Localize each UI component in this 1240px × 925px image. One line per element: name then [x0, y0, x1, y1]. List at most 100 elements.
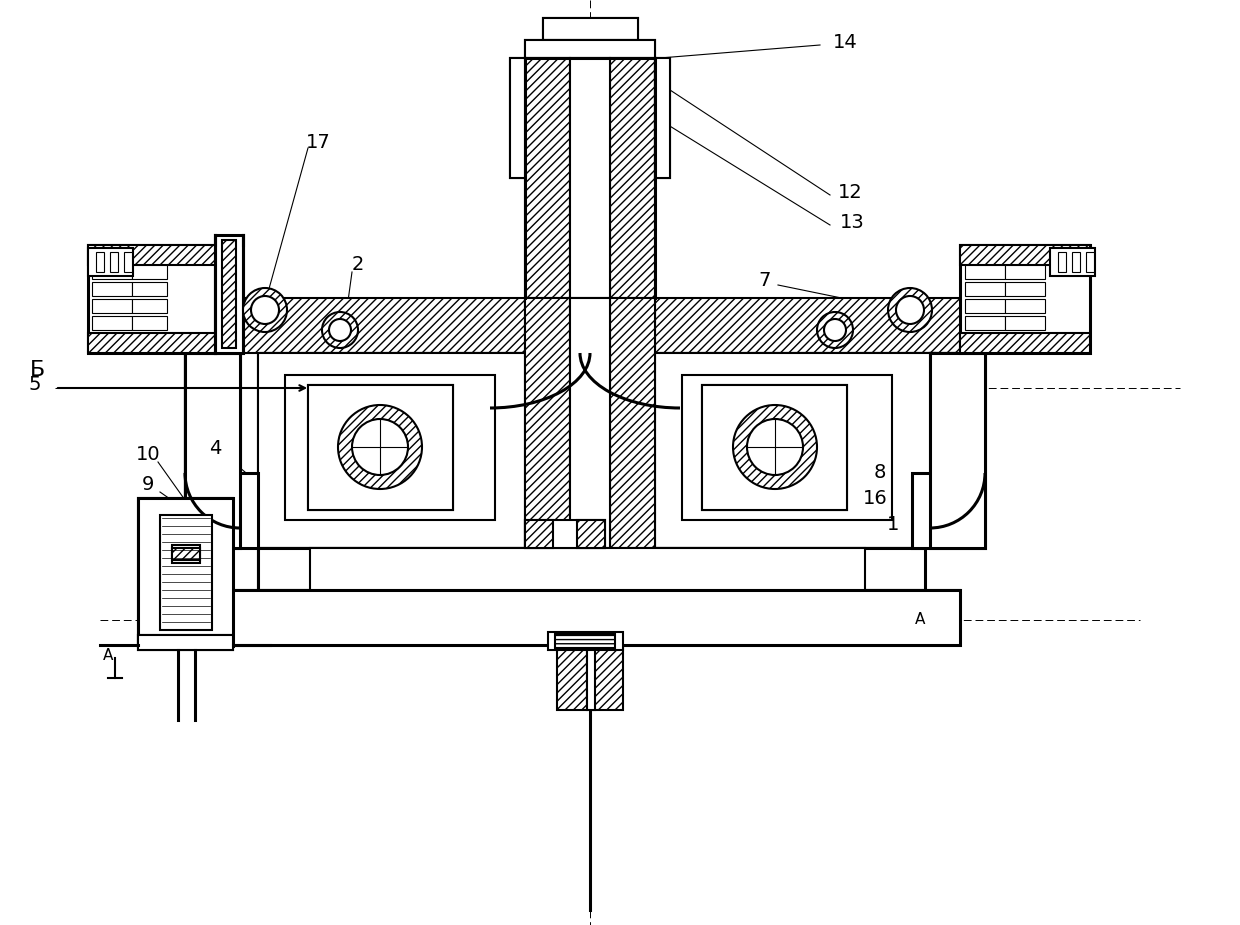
Bar: [543, 18, 639, 40]
Text: 17: 17: [305, 132, 330, 152]
Bar: [655, 353, 935, 548]
Bar: [510, 58, 525, 178]
Text: 8: 8: [874, 462, 887, 482]
Bar: [88, 333, 215, 353]
Bar: [965, 316, 1004, 330]
Bar: [556, 634, 615, 648]
Bar: [88, 245, 215, 353]
Bar: [960, 245, 1090, 353]
Bar: [525, 520, 553, 548]
Text: А: А: [915, 612, 925, 627]
Circle shape: [250, 296, 279, 324]
Bar: [224, 590, 960, 645]
Bar: [110, 252, 118, 272]
Bar: [655, 353, 935, 548]
Text: 2: 2: [352, 255, 365, 275]
Bar: [1004, 299, 1045, 313]
Text: 7: 7: [759, 270, 771, 290]
Bar: [95, 252, 104, 272]
Bar: [1058, 252, 1066, 272]
Bar: [965, 265, 1004, 279]
Bar: [138, 635, 233, 650]
Circle shape: [329, 319, 351, 341]
Bar: [610, 58, 655, 298]
Bar: [92, 299, 131, 313]
Bar: [138, 498, 233, 646]
Bar: [655, 58, 670, 178]
Bar: [655, 58, 670, 178]
Bar: [965, 282, 1004, 296]
Bar: [1073, 252, 1080, 272]
Bar: [960, 333, 1090, 353]
Circle shape: [746, 419, 804, 475]
Bar: [593, 645, 622, 710]
Bar: [525, 40, 655, 58]
Bar: [131, 282, 167, 296]
Bar: [525, 40, 655, 58]
Text: 5: 5: [29, 376, 41, 394]
Bar: [543, 18, 639, 40]
Bar: [185, 353, 241, 548]
Bar: [285, 375, 495, 520]
Text: 12: 12: [838, 183, 862, 203]
Bar: [510, 58, 525, 178]
Bar: [965, 299, 1004, 313]
Bar: [1050, 248, 1095, 276]
Text: А: А: [103, 648, 113, 662]
Bar: [570, 58, 610, 298]
Text: 10: 10: [135, 446, 160, 464]
Bar: [655, 298, 985, 353]
Circle shape: [322, 312, 358, 348]
Text: 4: 4: [208, 438, 221, 458]
Circle shape: [825, 319, 846, 341]
Bar: [557, 645, 587, 710]
Bar: [525, 298, 570, 548]
Circle shape: [243, 288, 286, 332]
Bar: [124, 252, 131, 272]
Bar: [548, 632, 622, 650]
Bar: [525, 58, 570, 298]
Bar: [1004, 265, 1045, 279]
Bar: [258, 548, 925, 590]
Bar: [587, 645, 595, 710]
Text: Б: Б: [30, 360, 46, 380]
Text: 16: 16: [863, 488, 888, 508]
Bar: [185, 353, 241, 548]
Bar: [930, 473, 985, 508]
Bar: [138, 635, 233, 650]
Bar: [88, 248, 133, 276]
Circle shape: [888, 288, 932, 332]
Bar: [92, 316, 131, 330]
Bar: [610, 298, 655, 548]
Bar: [138, 498, 233, 646]
Bar: [131, 265, 167, 279]
Bar: [702, 385, 847, 510]
Bar: [172, 545, 200, 563]
Bar: [682, 375, 892, 520]
Circle shape: [817, 312, 853, 348]
Circle shape: [733, 405, 817, 489]
Polygon shape: [185, 353, 258, 548]
Bar: [930, 353, 985, 473]
Bar: [172, 548, 200, 560]
Bar: [308, 385, 453, 510]
Bar: [185, 353, 241, 473]
Bar: [1086, 252, 1094, 272]
Bar: [525, 520, 605, 548]
Circle shape: [339, 405, 422, 489]
Text: 9: 9: [141, 475, 154, 495]
Bar: [1004, 282, 1045, 296]
Bar: [92, 265, 131, 279]
Bar: [702, 385, 847, 510]
Bar: [88, 245, 215, 265]
Text: 13: 13: [839, 214, 864, 232]
Bar: [131, 299, 167, 313]
Bar: [308, 385, 453, 510]
Bar: [222, 240, 236, 348]
Circle shape: [897, 296, 924, 324]
Bar: [930, 353, 985, 548]
Bar: [258, 548, 925, 590]
Bar: [92, 282, 131, 296]
Bar: [131, 316, 167, 330]
Text: 14: 14: [832, 33, 857, 53]
